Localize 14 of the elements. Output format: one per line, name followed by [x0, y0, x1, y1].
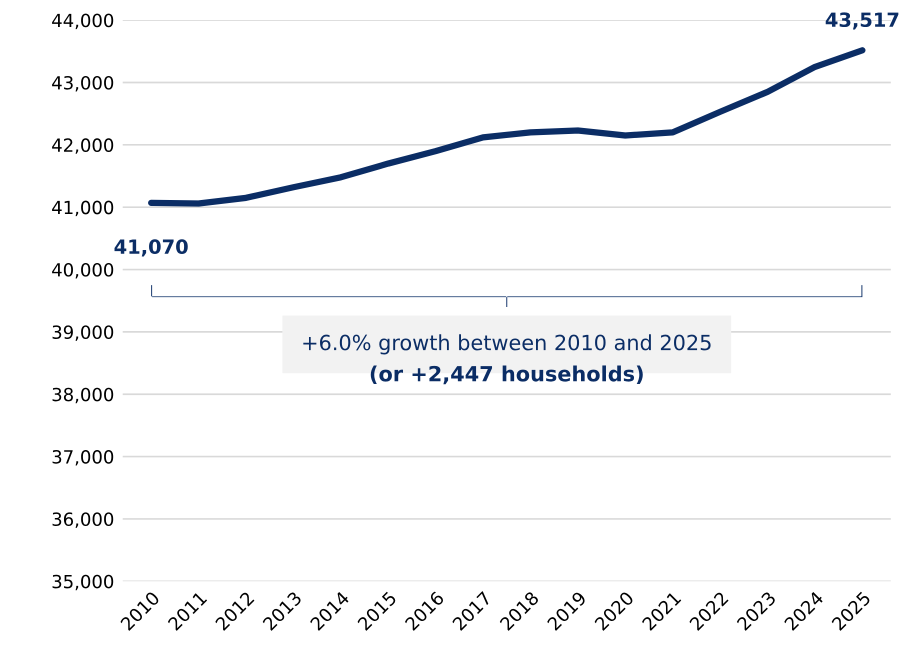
y-tick-label: 41,000	[52, 200, 114, 216]
y-tick-label: 36,000	[52, 512, 114, 528]
data-label: 41,070	[114, 239, 188, 256]
annotation: +6.0% growth between 2010 and 2025	[303, 334, 711, 354]
y-tick-label: 40,000	[52, 263, 114, 279]
y-tick-label: 35,000	[52, 574, 114, 590]
y-tick-label: 44,000	[52, 14, 114, 30]
y-tick-label: 38,000	[52, 388, 114, 404]
data-label: 43,517	[826, 12, 898, 30]
y-tick-label: 43,000	[52, 76, 114, 92]
annotation: (or +2,447 households)	[370, 365, 643, 384]
y-tick-label: 42,000	[52, 138, 114, 154]
y-tick-label: 39,000	[52, 325, 114, 341]
y-tick-label: 37,000	[52, 450, 114, 466]
